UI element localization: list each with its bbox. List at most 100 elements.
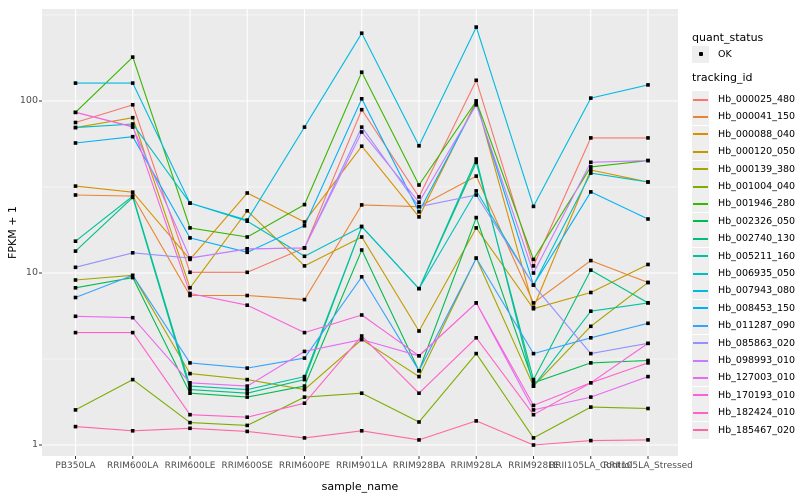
data-point	[245, 270, 249, 275]
y-tick-label-1: 1	[31, 439, 38, 450]
data-point	[474, 226, 478, 230]
data-point	[359, 275, 364, 279]
legend-series-label: Hb_000088_040	[718, 128, 796, 140]
data-point	[245, 366, 249, 370]
data-point	[188, 420, 192, 425]
data-point	[646, 262, 650, 267]
data-point	[474, 25, 478, 29]
data-point	[245, 377, 249, 382]
data-point	[188, 387, 192, 392]
data-point	[302, 374, 307, 379]
data-point	[188, 384, 192, 388]
data-point	[359, 391, 364, 395]
data-point	[417, 354, 421, 358]
legend-entry-Hb_000025_480: Hb_000025_480	[692, 91, 795, 109]
data-point	[589, 309, 593, 313]
data-point	[188, 270, 192, 275]
y-tick-label-10: 10	[25, 267, 38, 278]
legend-key-line	[693, 202, 708, 205]
legend-entry-Hb_185467_020: Hb_185467_020	[692, 421, 795, 439]
legend-series-label: Hb_182424_010	[718, 407, 796, 419]
data-point	[531, 403, 536, 408]
legend-key-box	[692, 386, 709, 404]
data-point	[531, 301, 536, 305]
data-point	[589, 190, 593, 194]
data-point	[417, 420, 421, 424]
data-point	[359, 224, 364, 229]
data-point	[589, 168, 593, 172]
data-point	[589, 96, 593, 100]
data-point	[359, 248, 364, 252]
x-axis-title: sample_name	[321, 480, 399, 493]
legend-key-line	[693, 376, 708, 379]
legend-key-box	[692, 178, 709, 195]
legend-key-line	[693, 289, 708, 292]
legend-entry-Hb_002740_130: Hb_002740_130	[692, 230, 795, 248]
data-point	[589, 268, 593, 272]
data-point	[359, 337, 364, 342]
legend-key-line	[693, 185, 708, 188]
legend-key-box	[692, 108, 709, 126]
legend-entry-Hb_000088_040: Hb_000088_040	[692, 125, 795, 143]
data-point	[188, 293, 192, 298]
legend-key-line	[693, 411, 708, 414]
legend-key-line	[693, 359, 708, 362]
data-point	[589, 258, 593, 263]
data-point	[646, 280, 650, 285]
legend-key-box	[692, 125, 709, 143]
legend-key-line	[693, 168, 708, 171]
legend-key-line	[693, 307, 708, 310]
data-point	[359, 107, 364, 112]
data-point	[245, 293, 249, 298]
data-point	[73, 141, 78, 145]
legend-key-box	[692, 352, 709, 369]
data-point	[245, 209, 249, 213]
data-point	[130, 134, 135, 139]
legend-entry-Hb_005211_160: Hb_005211_160	[692, 247, 795, 265]
data-point	[130, 275, 135, 280]
data-point	[73, 81, 78, 85]
data-point	[589, 395, 593, 399]
legend-entry-Hb_007943_080: Hb_007943_080	[692, 282, 795, 300]
data-point	[531, 381, 536, 385]
data-point	[130, 377, 135, 382]
data-point	[130, 190, 135, 194]
data-point	[474, 256, 478, 260]
data-point	[130, 103, 135, 107]
legend-entry-Hb_006935_050: Hb_006935_050	[692, 265, 795, 283]
legend-key-line	[693, 429, 708, 432]
legend-key-box	[692, 369, 709, 387]
data-point	[417, 369, 421, 373]
legend-tracking-id-title: tracking_id	[692, 71, 753, 84]
legend-key-line	[693, 255, 708, 258]
data-point	[130, 55, 135, 59]
legend-series-label: Hb_127003_010	[718, 372, 796, 384]
legend-key-line	[693, 237, 708, 240]
data-point	[73, 125, 78, 130]
data-point	[646, 358, 650, 363]
data-point	[245, 247, 249, 251]
data-point	[130, 273, 135, 278]
data-point	[589, 290, 593, 295]
legend-key-box	[692, 421, 709, 439]
legend-key-line	[693, 394, 708, 397]
data-point	[531, 283, 536, 287]
legend-key-box	[692, 247, 709, 265]
data-point	[589, 171, 593, 175]
data-point	[474, 419, 478, 423]
data-point	[531, 257, 536, 262]
legend-entry-Hb_170193_010: Hb_170193_010	[692, 386, 795, 404]
data-point	[646, 158, 650, 163]
legend-series-label: Hb_008453_150	[718, 302, 796, 314]
legend-entry-Hb_000139_380: Hb_000139_380	[692, 160, 795, 178]
data-point	[302, 377, 307, 382]
data-point	[188, 256, 192, 260]
legend-series-label: Hb_000120_050	[718, 146, 796, 158]
legend-series-label: Hb_007943_080	[718, 285, 796, 297]
data-point	[531, 264, 536, 268]
data-point	[245, 415, 249, 419]
legend-series-label: Hb_000041_150	[718, 111, 796, 123]
data-point	[417, 195, 421, 199]
x-tick-label-RRIM600SE: RRIM600SE	[221, 461, 274, 471]
